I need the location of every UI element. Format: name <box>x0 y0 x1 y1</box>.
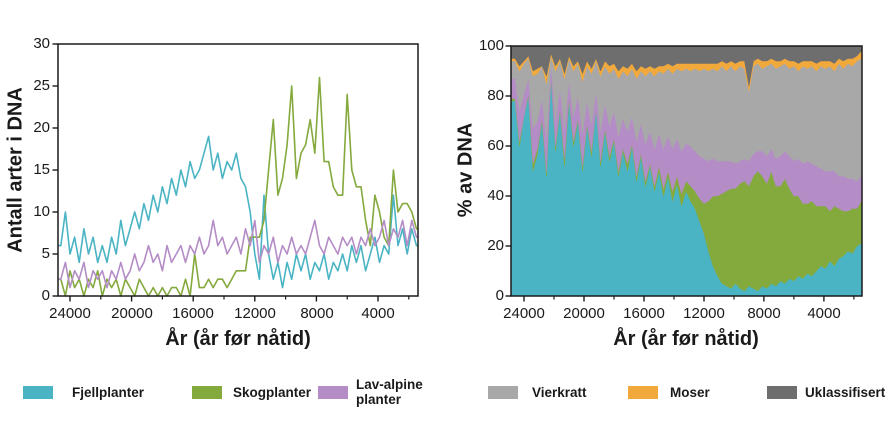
legend-swatch-lav-alpine-planter <box>318 386 348 399</box>
right-x-axis-title: År (år før nåtid) <box>613 328 759 350</box>
left-x-tick-label-4000: 4000 <box>361 305 395 322</box>
legend-label-moser: Moser <box>670 385 710 400</box>
left-x-tick-label-12000: 12000 <box>234 305 276 322</box>
legend-label-uklassifisert: Uklassifisert <box>805 385 886 400</box>
left-y-tick-label-5: 5 <box>41 245 50 262</box>
right-x-tick-label-4000: 4000 <box>807 305 841 322</box>
legend-swatch-vierkratt <box>488 386 518 399</box>
right-x-tick-label-20000: 20000 <box>563 305 605 322</box>
left-y-tick-label-20: 20 <box>33 119 50 136</box>
right-y-tick-label-80: 80 <box>487 87 504 104</box>
legend-swatch-fjellplanter <box>23 386 53 399</box>
left-x-tick-label-16000: 16000 <box>172 305 214 322</box>
series-line-fjellplanter <box>58 135 418 289</box>
legend-swatch-uklassifisert <box>767 386 797 399</box>
right-x-tick-label-12000: 12000 <box>683 305 725 322</box>
left-y-tick-label-10: 10 <box>33 203 50 220</box>
right-y-tick-label-40: 40 <box>487 187 504 204</box>
right-y-tick-label-20: 20 <box>487 237 504 254</box>
right-x-tick-label-8000: 8000 <box>747 305 781 322</box>
left-x-axis-title: År (år før nåtid) <box>165 328 311 350</box>
right-x-tick-label-24000: 24000 <box>503 305 545 322</box>
left-y-tick-label-0: 0 <box>41 287 50 304</box>
legend-swatch-moser <box>628 386 658 399</box>
left-y-tick-label-25: 25 <box>33 77 50 94</box>
left-y-tick-label-15: 15 <box>33 161 50 178</box>
left-y-tick-label-30: 30 <box>33 35 50 52</box>
legend-label-vierkratt: Vierkratt <box>532 385 587 400</box>
series-line-lav-alpine-planter <box>58 219 418 289</box>
plot-frame <box>510 45 863 297</box>
legend-label-fjellplanter: Fjellplanter <box>72 385 145 400</box>
right-y-tick-label-100: 100 <box>478 37 504 54</box>
series-line-skogplanter <box>58 76 418 297</box>
left-x-tick-label-8000: 8000 <box>300 305 334 322</box>
legend-label-lav-alpine-planter: Lav-alpine planter <box>356 377 423 407</box>
right-y-tick-label-60: 60 <box>487 137 504 154</box>
legend-swatch-skogplanter <box>192 386 222 399</box>
right-x-tick-label-16000: 16000 <box>623 305 665 322</box>
left-x-tick-label-24000: 24000 <box>49 305 91 322</box>
plot-frame <box>57 43 419 297</box>
right-y-tick-label-0: 0 <box>495 287 504 304</box>
left-x-tick-label-20000: 20000 <box>111 305 153 322</box>
legend-label-skogplanter: Skogplanter <box>233 385 312 400</box>
